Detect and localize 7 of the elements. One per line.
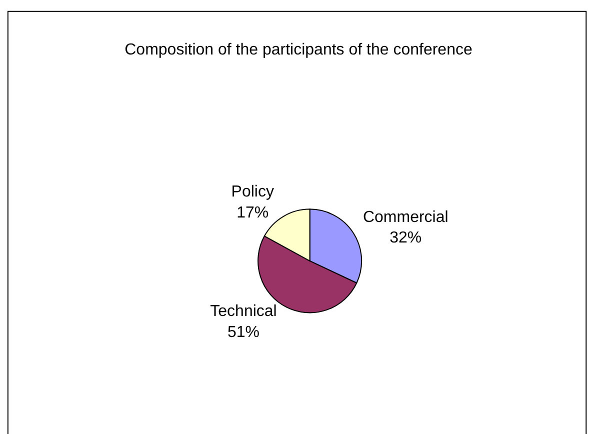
slice-label: Policy [231,183,274,200]
slice-label: Technical [210,303,277,320]
data-label: 17% [236,204,269,222]
data-label: 32% [390,230,422,247]
chart-title: Composition of the participants of the conference [124,42,472,59]
data-label: 51% [227,324,260,342]
slice-label: Commercial [362,208,448,226]
